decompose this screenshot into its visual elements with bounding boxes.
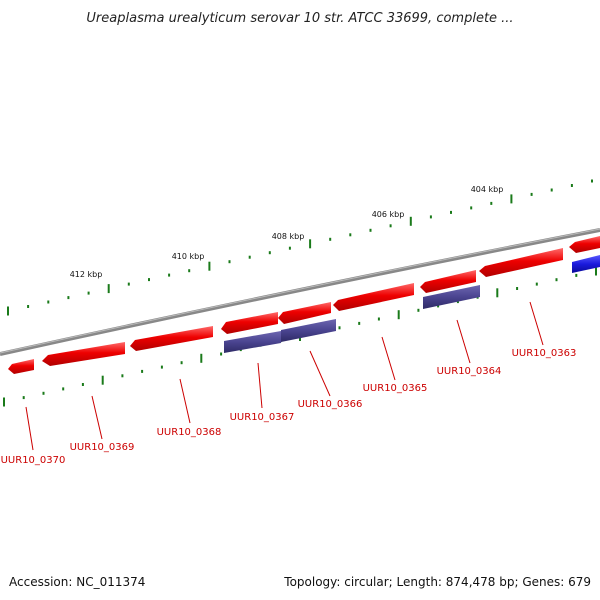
- gene-label-0369[interactable]: UUR10_0369: [70, 442, 135, 453]
- gene-leader-lines: [25, 301, 544, 451]
- gene-arrow[interactable]: [278, 302, 331, 324]
- scale-label-404: 404 kbp: [471, 185, 504, 194]
- feature-box[interactable]: [281, 319, 336, 342]
- scale-labels: 404 kbp 406 kbp 408 kbp 410 kbp 412 kbp: [70, 185, 504, 279]
- feature-boxes: [224, 255, 600, 353]
- gene-label-0370[interactable]: UUR10_0370: [1, 455, 66, 466]
- feature-box[interactable]: [423, 285, 480, 309]
- gene-arrow[interactable]: [420, 270, 476, 293]
- scale-label-410: 410 kbp: [172, 252, 205, 261]
- map-title: Ureaplasma urealyticum serovar 10 str. A…: [86, 11, 513, 26]
- scale-label-412: 412 kbp: [70, 270, 103, 279]
- gene-arrow[interactable]: [569, 236, 600, 253]
- gene-arrow[interactable]: [221, 312, 278, 334]
- gene-label-0368[interactable]: UUR10_0368: [157, 427, 222, 438]
- gene-arrows: [8, 236, 600, 374]
- gene-label-0364[interactable]: UUR10_0364: [437, 366, 502, 377]
- gene-label-0366[interactable]: UUR10_0366: [298, 399, 363, 410]
- gene-label-0363[interactable]: UUR10_0363: [512, 348, 577, 359]
- gene-arrow[interactable]: [130, 326, 213, 351]
- gene-label-0365[interactable]: UUR10_0365: [363, 383, 428, 394]
- feature-box[interactable]: [224, 331, 281, 353]
- feature-box-forward[interactable]: [572, 255, 600, 273]
- outer-tick-row: [7, 179, 593, 316]
- gene-arrow[interactable]: [479, 248, 563, 277]
- gene-label-0367[interactable]: UUR10_0367: [230, 412, 295, 423]
- gene-arrow[interactable]: [8, 359, 34, 374]
- accession-text: Accession: NC_011374: [9, 575, 145, 589]
- scale-label-406: 406 kbp: [372, 210, 405, 219]
- summary-text: Topology: circular; Length: 874,478 bp; …: [283, 575, 591, 589]
- genome-backbone: [0, 228, 600, 356]
- gene-labels: UUR10_0363 UUR10_0364 UUR10_0365 UUR10_0…: [1, 348, 577, 466]
- gene-arrow[interactable]: [333, 283, 414, 311]
- gene-arrow[interactable]: [42, 342, 125, 366]
- scale-label-408: 408 kbp: [272, 232, 305, 241]
- genome-backbone-highlight: [0, 228, 600, 354]
